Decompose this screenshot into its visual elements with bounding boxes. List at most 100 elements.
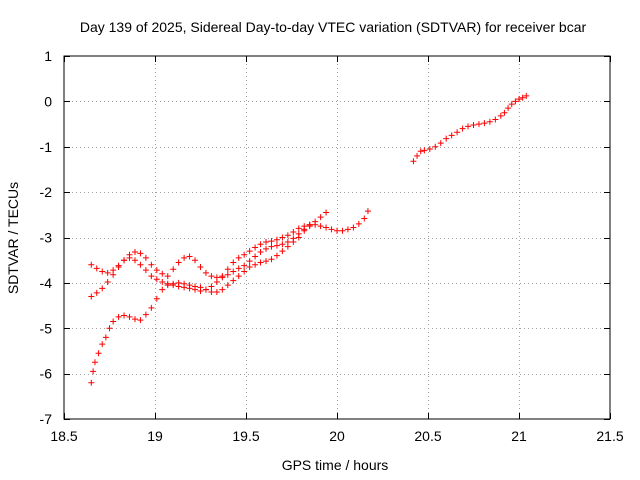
data-point — [505, 105, 512, 112]
data-point — [279, 248, 286, 255]
data-point — [257, 259, 264, 266]
y-tick-labels: -7 -6 -5 -4 -3 -2 -1 0 1 — [40, 48, 53, 427]
data-point — [252, 253, 259, 260]
data-point — [252, 244, 259, 251]
data-point — [137, 261, 144, 268]
data-point — [192, 257, 199, 264]
data-point — [421, 147, 428, 154]
data-point — [148, 304, 155, 311]
data-point — [334, 227, 340, 234]
data-point — [268, 256, 275, 263]
data-point — [208, 283, 215, 290]
data-point — [131, 316, 138, 323]
data-point — [410, 158, 417, 165]
data-point — [523, 92, 530, 99]
data-point — [263, 258, 270, 265]
data-point — [213, 278, 220, 285]
data-point — [148, 273, 155, 280]
series-track-a — [88, 209, 330, 386]
y-tick-label: -7 — [40, 411, 53, 427]
x-tick-label: 19 — [147, 428, 163, 444]
data-point — [486, 118, 493, 125]
data-point — [273, 252, 280, 259]
data-point — [328, 226, 335, 233]
data-point — [131, 249, 138, 256]
data-point — [246, 248, 253, 255]
series-track-b — [88, 208, 371, 300]
data-point — [519, 94, 526, 101]
y-tick-label: -5 — [40, 320, 53, 336]
data-point — [102, 334, 109, 341]
data-point — [339, 227, 346, 234]
data-point — [219, 274, 226, 281]
data-point — [290, 235, 297, 242]
data-point — [437, 140, 444, 147]
y-tick-label: 0 — [44, 93, 52, 109]
data-point — [104, 278, 111, 285]
data-point — [104, 269, 111, 276]
data-points — [88, 92, 530, 386]
data-point — [137, 250, 144, 257]
data-point — [197, 263, 204, 270]
data-point — [88, 261, 95, 268]
data-point — [465, 123, 472, 130]
x-tick-label: 19.5 — [232, 428, 259, 444]
data-point — [470, 121, 477, 128]
data-point — [246, 258, 253, 265]
data-point — [235, 254, 242, 261]
data-point — [295, 230, 302, 237]
data-point — [475, 121, 482, 128]
data-point — [142, 311, 149, 318]
data-point — [516, 96, 522, 103]
data-point — [432, 143, 439, 150]
data-point — [454, 129, 461, 136]
data-point — [208, 288, 215, 295]
data-point — [170, 282, 177, 289]
data-point — [279, 241, 286, 248]
data-point — [317, 223, 324, 230]
data-point — [252, 261, 259, 268]
data-point — [219, 286, 226, 293]
x-tick-labels: 18.5 19 19.5 20 20.5 21 21.5 — [50, 428, 623, 444]
data-point — [115, 262, 122, 269]
data-point — [355, 220, 362, 227]
data-point — [361, 215, 368, 222]
data-point — [295, 225, 302, 232]
data-point — [159, 286, 166, 293]
x-tick-label: 21.5 — [596, 428, 623, 444]
data-point — [241, 251, 248, 258]
data-point — [99, 268, 106, 275]
y-tick-label: -6 — [40, 366, 53, 382]
data-point — [110, 318, 117, 325]
series-track-d — [410, 92, 530, 165]
data-point — [93, 265, 100, 272]
data-point — [99, 341, 106, 348]
data-point — [417, 148, 424, 155]
data-point — [153, 295, 160, 302]
data-point — [224, 266, 231, 273]
data-point — [268, 243, 275, 250]
data-point — [230, 277, 237, 284]
data-point — [95, 350, 102, 357]
data-point — [181, 254, 188, 261]
data-point — [414, 152, 421, 159]
data-point — [492, 116, 499, 123]
y-tick-label: 1 — [44, 48, 52, 64]
data-point — [312, 221, 319, 228]
data-point — [93, 289, 100, 296]
data-point — [459, 125, 466, 132]
data-point — [126, 254, 133, 261]
data-point — [186, 253, 193, 260]
data-point — [186, 285, 193, 292]
data-point — [364, 208, 371, 215]
data-point — [481, 120, 488, 127]
data-point — [508, 101, 515, 108]
data-point — [170, 266, 177, 273]
data-point — [175, 259, 182, 266]
data-point — [497, 112, 504, 119]
data-point — [230, 259, 237, 266]
data-point — [284, 232, 291, 239]
data-point — [241, 268, 248, 275]
data-point — [142, 254, 149, 261]
y-tick-label: -1 — [40, 139, 53, 155]
